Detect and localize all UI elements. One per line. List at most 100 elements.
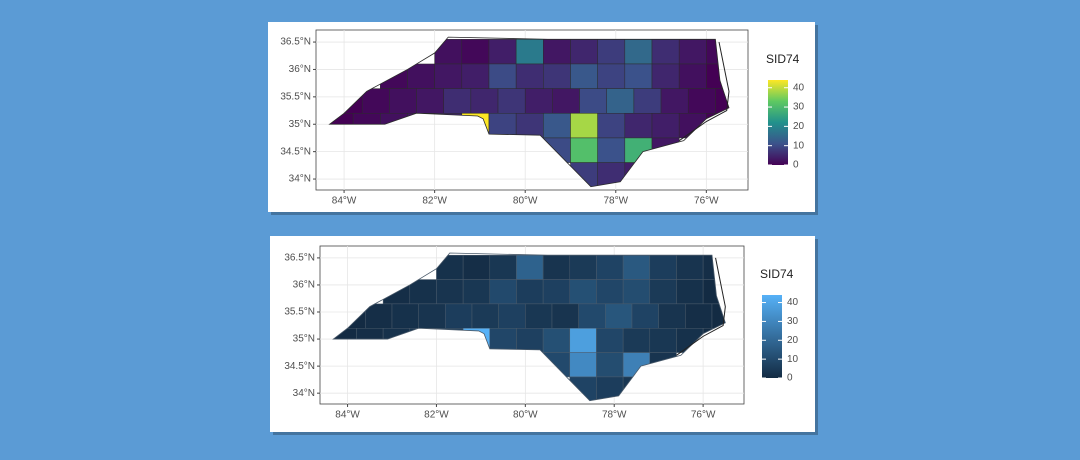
county — [649, 279, 677, 305]
county — [596, 352, 624, 378]
y-tick-label: 35.5°N — [280, 91, 311, 102]
county — [685, 303, 713, 329]
x-tick-label: 84°W — [332, 196, 357, 207]
county — [445, 303, 473, 329]
county — [443, 88, 472, 114]
county — [605, 303, 633, 329]
county — [552, 88, 580, 114]
county — [649, 327, 677, 353]
y-tick-label: 35°N — [289, 119, 311, 130]
county — [409, 279, 437, 305]
county — [570, 113, 598, 139]
county — [570, 137, 598, 163]
x-tick-label: 82°W — [422, 196, 447, 207]
county — [606, 88, 635, 114]
y-tick-label: 34.5°N — [284, 361, 315, 372]
y-tick-label: 36°N — [293, 280, 315, 291]
county — [391, 303, 419, 329]
county — [462, 279, 491, 305]
x-tick-label: 78°W — [602, 410, 627, 421]
county — [516, 254, 544, 280]
x-tick-label: 80°W — [513, 410, 538, 421]
county — [570, 63, 598, 89]
x-tick-label: 80°W — [513, 196, 538, 207]
county — [596, 279, 624, 305]
county — [678, 39, 707, 65]
legend-colorbar — [762, 295, 782, 378]
y-tick-label: 35.5°N — [284, 307, 315, 318]
county — [436, 279, 464, 305]
county — [461, 63, 490, 89]
legend-label: 20 — [787, 335, 799, 346]
y-tick-label: 36.5°N — [284, 253, 315, 264]
legend-title: SID74 — [760, 267, 794, 281]
county — [570, 39, 598, 65]
coastline — [678, 41, 730, 142]
county — [651, 113, 680, 139]
county — [498, 303, 526, 329]
county — [633, 88, 662, 114]
legend-label: 30 — [787, 316, 799, 327]
legend-label: 20 — [793, 121, 805, 132]
plot-border — [315, 29, 749, 191]
county — [597, 113, 626, 139]
county — [489, 254, 517, 280]
county — [543, 113, 571, 139]
county — [578, 303, 606, 329]
county — [488, 39, 517, 65]
county — [407, 63, 435, 89]
y-tick-label: 36.5°N — [280, 37, 311, 48]
county — [524, 88, 553, 114]
county — [651, 39, 680, 65]
county — [488, 63, 517, 89]
map-panel: 84°W 82°W 80°W 78°W 76°W 34°N 34.5°N 35°N 35.5°N… — [270, 236, 818, 435]
county — [542, 254, 571, 280]
county — [622, 327, 651, 353]
x-tick-label: 78°W — [603, 196, 628, 207]
x-tick-label: 76°W — [691, 410, 716, 421]
x-tick-label: 76°W — [694, 196, 719, 207]
counties — [333, 254, 726, 401]
map-panel: 84°W 82°W 80°W 78°W 76°W 34°N 34.5°N 35°N 35.5°N… — [268, 22, 818, 215]
county — [660, 88, 689, 114]
county — [569, 279, 597, 305]
county — [676, 254, 704, 280]
y-tick-label: 34°N — [293, 388, 315, 399]
county — [471, 303, 499, 329]
county — [678, 63, 707, 89]
legend-label: 10 — [793, 140, 805, 151]
y-tick-label: 36°N — [289, 64, 311, 75]
legend-label: 40 — [787, 297, 799, 308]
county — [624, 63, 653, 89]
county — [569, 254, 597, 280]
county — [525, 303, 553, 329]
county — [543, 39, 571, 65]
county — [597, 39, 626, 65]
legend-label: 30 — [793, 102, 805, 113]
county — [631, 303, 659, 329]
county — [542, 327, 571, 353]
county — [515, 39, 544, 65]
county — [651, 63, 680, 89]
county — [516, 279, 544, 305]
county — [418, 303, 446, 329]
county — [622, 279, 651, 305]
county — [597, 137, 626, 163]
county — [597, 63, 626, 89]
legend-label: 40 — [793, 82, 805, 93]
county — [365, 303, 393, 329]
county — [624, 113, 653, 139]
county — [389, 88, 417, 114]
x-tick-label: 82°W — [424, 410, 449, 421]
y-tick-label: 35°N — [293, 334, 315, 345]
county — [569, 327, 597, 353]
legend-label: 0 — [793, 160, 799, 171]
county — [551, 303, 579, 329]
county — [569, 352, 597, 378]
legend-colorbar — [768, 80, 788, 165]
county — [649, 254, 677, 280]
county — [658, 303, 686, 329]
county — [416, 88, 444, 114]
